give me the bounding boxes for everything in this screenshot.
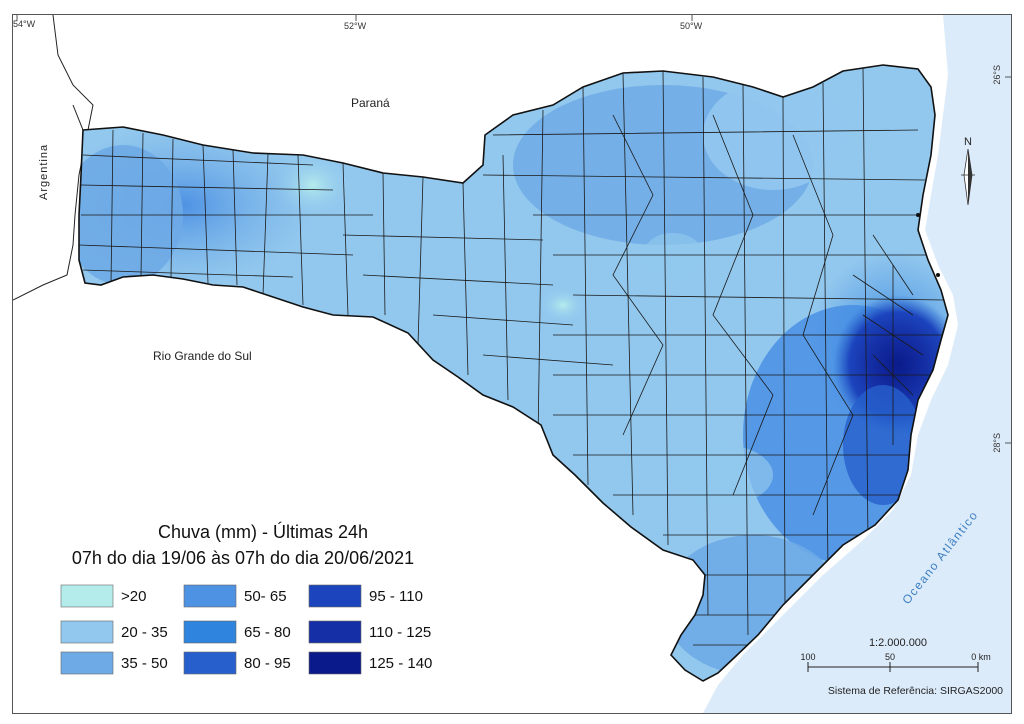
legend-label: 65 - 80 <box>244 624 291 641</box>
label-lon-54: 54°W <box>13 19 36 29</box>
legend: Chuva (mm) - Últimas 24h 07h do dia 19/0… <box>60 521 432 675</box>
legend-label: 35 - 50 <box>121 655 168 672</box>
argentina-border-line <box>13 15 94 301</box>
legend-swatch <box>60 620 114 644</box>
legend-label: 110 - 125 <box>369 624 431 641</box>
label-parana: Paraná <box>351 96 390 110</box>
legend-swatch <box>308 651 362 675</box>
map-frame: 54°W 52°W 50°W 26°S 28°S Paraná Argentin… <box>12 14 1012 714</box>
scale-label-50: 50 <box>885 652 895 662</box>
scale-ratio: 1:2.000.000 <box>869 637 927 649</box>
label-lon-50: 50°W <box>680 21 703 31</box>
legend-swatch <box>60 651 114 675</box>
legend-swatch <box>183 584 237 608</box>
map-canvas: 54°W 52°W 50°W 26°S 28°S Paraná Argentin… <box>13 15 1011 713</box>
scale-label-0: 0 km <box>971 652 991 662</box>
north-arrow-letter: N <box>964 136 972 148</box>
label-lat-26: 26°S <box>992 65 1002 85</box>
legend-swatch <box>308 620 362 644</box>
legend-swatch <box>308 584 362 608</box>
legend-label: 125 - 140 <box>369 655 432 672</box>
legend-title-line2: 07h do dia 19/06 às 07h do dia 20/06/202… <box>72 548 414 568</box>
label-rio-grande-do-sul: Rio Grande do Sul <box>153 349 252 363</box>
legend-label: 20 - 35 <box>121 624 168 641</box>
label-lat-28: 28°S <box>992 433 1002 453</box>
label-argentina: Argentina <box>38 144 50 200</box>
north-arrow: N <box>961 136 975 206</box>
parana-border-line <box>72 104 84 131</box>
label-lon-52: 52°W <box>344 21 367 31</box>
reference-system: Sistema de Referência: SIRGAS2000 <box>828 685 1003 697</box>
legend-title-line1: Chuva (mm) - Últimas 24h <box>158 521 368 542</box>
island-marker <box>916 213 920 217</box>
legend-label: 95 - 110 <box>369 588 423 605</box>
legend-label: 50- 65 <box>244 588 287 605</box>
scale-bar: 1:2.000.000 100 50 0 km <box>800 637 991 672</box>
legend-label: 80 - 95 <box>244 655 291 672</box>
legend-swatch <box>60 584 114 608</box>
scale-label-100: 100 <box>800 652 815 662</box>
legend-swatch <box>183 651 237 675</box>
island-marker <box>936 273 940 277</box>
legend-label: >20 <box>121 588 146 605</box>
municipal-boundaries <box>79 66 946 646</box>
legend-swatch <box>183 620 237 644</box>
ocean-area <box>703 15 1011 713</box>
